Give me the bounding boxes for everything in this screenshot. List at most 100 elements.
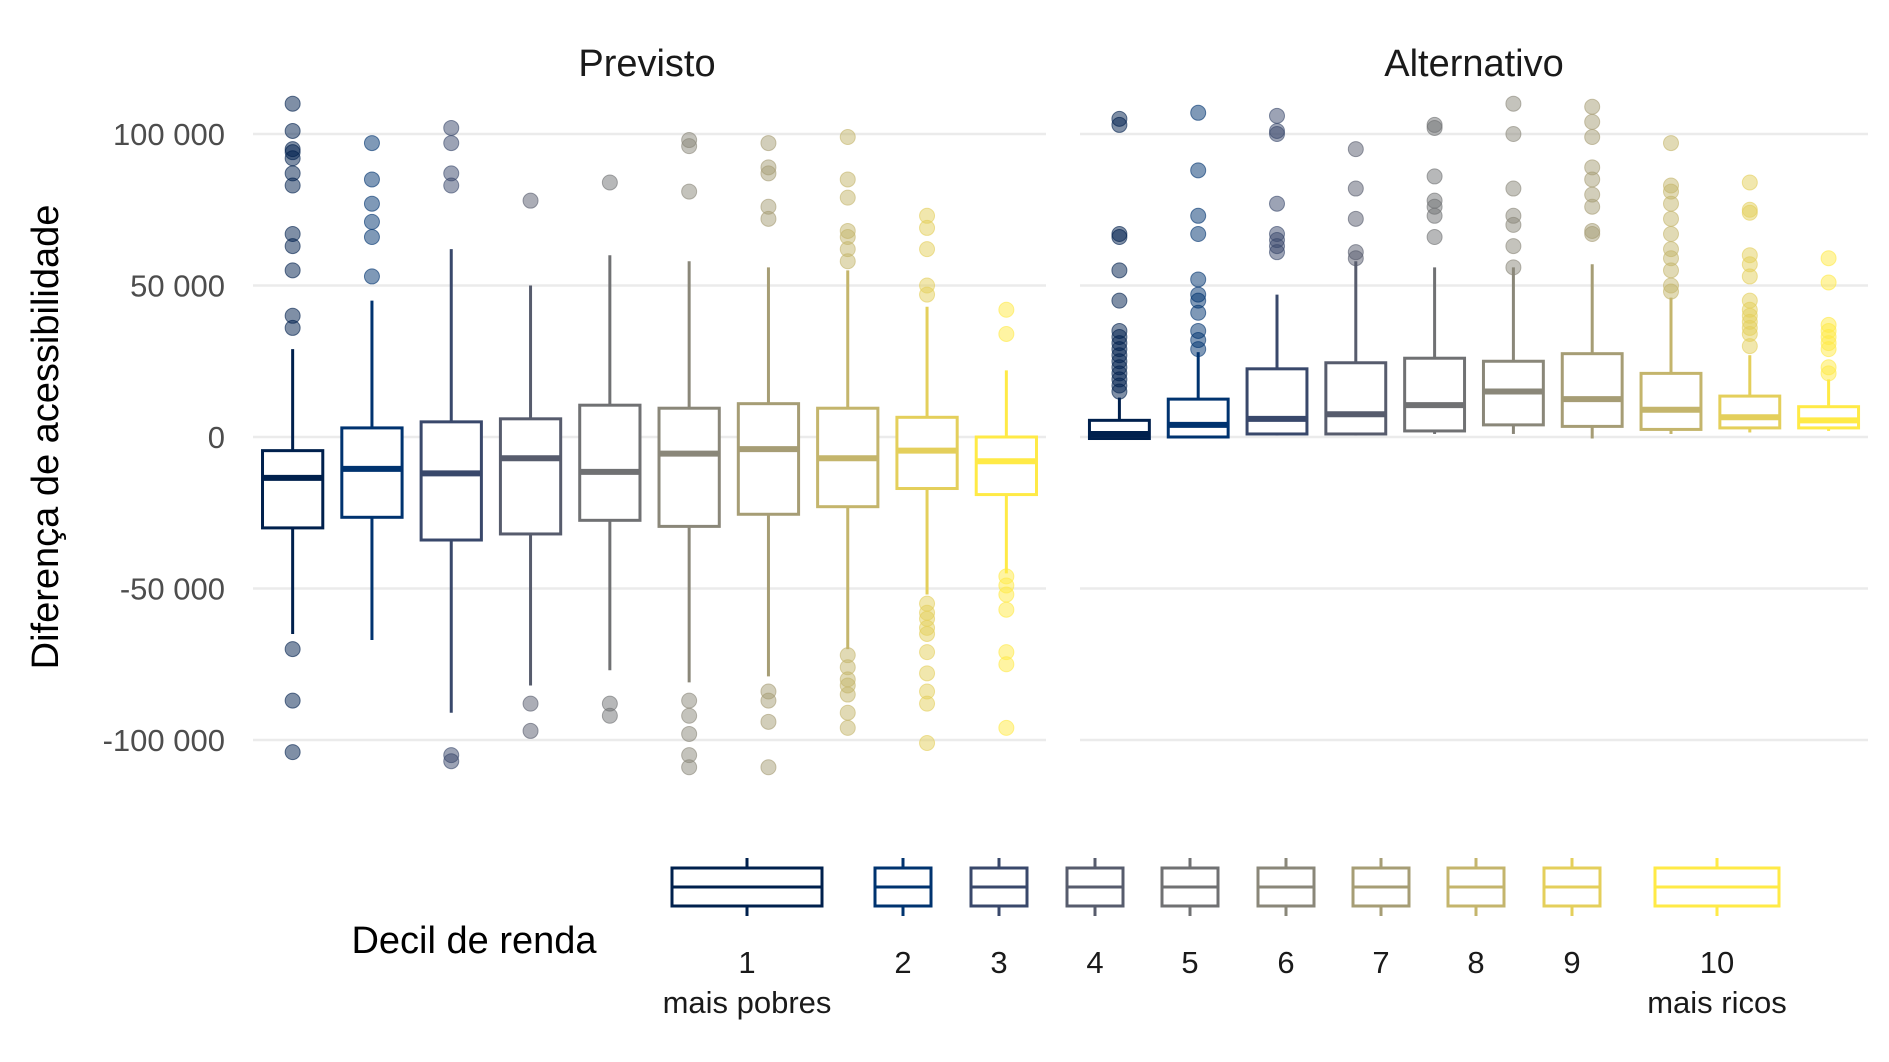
iqr-box xyxy=(498,417,563,536)
outlier-point xyxy=(681,759,698,776)
iqr-box xyxy=(1403,356,1467,433)
iqr-box xyxy=(419,420,483,542)
outlier-point xyxy=(1505,126,1522,142)
y-tick-label: 0 xyxy=(208,420,225,455)
outlier-point xyxy=(363,268,380,285)
legend-key-3 xyxy=(969,858,1029,916)
outlier-point xyxy=(284,238,301,255)
outlier-point xyxy=(1584,129,1601,146)
outlier-point xyxy=(919,625,936,642)
outlier-point xyxy=(1663,210,1679,227)
iqr-box xyxy=(261,449,325,530)
legend-key-10 xyxy=(1653,858,1781,916)
outlier-point xyxy=(1663,135,1679,152)
legend-label: 6 xyxy=(1277,945,1294,980)
outlier-point xyxy=(681,725,698,742)
outlier-point xyxy=(522,192,539,209)
outlier-point xyxy=(919,219,936,236)
outlier-point xyxy=(760,210,777,227)
outlier-point xyxy=(1269,244,1285,261)
outlier-point xyxy=(1111,383,1128,400)
box-decile-1 xyxy=(261,95,325,761)
outlier-point xyxy=(1820,274,1837,291)
outlier-point xyxy=(1741,338,1758,355)
outlier-point xyxy=(1505,180,1522,197)
box-decile-6 xyxy=(1481,95,1545,434)
outlier-point xyxy=(1663,195,1679,212)
outlier-point xyxy=(1584,171,1601,188)
outlier-point xyxy=(284,95,301,112)
outlier-point xyxy=(1741,174,1758,191)
outlier-point xyxy=(919,695,936,712)
outlier-point xyxy=(839,189,856,206)
outlier-point xyxy=(1663,262,1679,279)
gridlines xyxy=(253,132,1868,742)
outlier-point xyxy=(284,262,301,279)
outlier-point xyxy=(1347,180,1364,197)
outlier-point xyxy=(681,183,698,200)
box-decile-6 xyxy=(657,132,721,776)
outlier-point xyxy=(839,719,856,736)
outlier-point xyxy=(284,692,301,709)
outlier-point xyxy=(919,735,936,752)
outlier-point xyxy=(522,695,539,712)
box-decile-3 xyxy=(1245,107,1309,436)
outlier-point xyxy=(1820,250,1837,267)
iqr-box xyxy=(657,406,721,528)
iqr-box xyxy=(340,426,404,519)
outlier-point xyxy=(1584,113,1601,130)
legend-key-9 xyxy=(1542,858,1602,916)
outlier-point xyxy=(1584,98,1601,115)
iqr-box xyxy=(736,402,801,516)
iqr-box xyxy=(1166,397,1230,439)
boxplot-marks xyxy=(261,95,1861,776)
outlier-point xyxy=(363,213,380,230)
outlier-point xyxy=(284,744,301,761)
legend-key-7 xyxy=(1351,858,1411,916)
outlier-point xyxy=(1190,225,1207,242)
outlier-point xyxy=(284,150,301,167)
box-decile-7 xyxy=(736,135,801,776)
iqr-box xyxy=(1718,394,1782,430)
box-decile-8 xyxy=(816,129,880,736)
outlier-point xyxy=(1741,268,1758,285)
outlier-point xyxy=(443,177,460,194)
y-tick-label: 50 000 xyxy=(130,269,225,304)
outlier-point xyxy=(1269,107,1285,124)
legend-label: 7 xyxy=(1372,945,1389,980)
legend-sublabel-first: mais pobres xyxy=(663,985,832,1020)
outlier-point xyxy=(363,171,380,188)
iqr-box xyxy=(1639,371,1703,431)
outlier-point xyxy=(681,707,698,724)
legend-key-1 xyxy=(670,858,824,916)
legend-key-8 xyxy=(1446,858,1506,916)
outlier-point xyxy=(1505,95,1522,112)
outlier-point xyxy=(363,229,380,246)
outlier-point xyxy=(919,644,936,661)
outlier-point xyxy=(919,286,936,303)
iqr-box xyxy=(1245,367,1309,436)
outlier-point xyxy=(1347,210,1364,227)
legend-key-4 xyxy=(1065,858,1125,916)
iqr-box xyxy=(578,403,642,522)
outlier-point xyxy=(1190,304,1207,321)
iqr-box xyxy=(1797,405,1861,430)
outlier-point xyxy=(1111,292,1128,309)
outlier-point xyxy=(998,719,1015,736)
box-decile-9 xyxy=(1718,174,1782,433)
facet-title-previsto: Previsto xyxy=(578,43,715,85)
outlier-point xyxy=(443,753,460,770)
legend-key-2 xyxy=(873,858,933,916)
outlier-point xyxy=(760,135,777,152)
outlier-point xyxy=(1190,104,1207,121)
outlier-point xyxy=(443,119,460,136)
y-tick-label: 100 000 xyxy=(113,117,225,152)
legend-label: 5 xyxy=(1181,945,1198,980)
iqr-box xyxy=(1324,361,1388,436)
outlier-point xyxy=(284,177,301,194)
outlier-point xyxy=(1111,229,1128,246)
legend-key-6 xyxy=(1256,858,1316,916)
outlier-point xyxy=(760,759,777,776)
outlier-point xyxy=(919,241,936,258)
